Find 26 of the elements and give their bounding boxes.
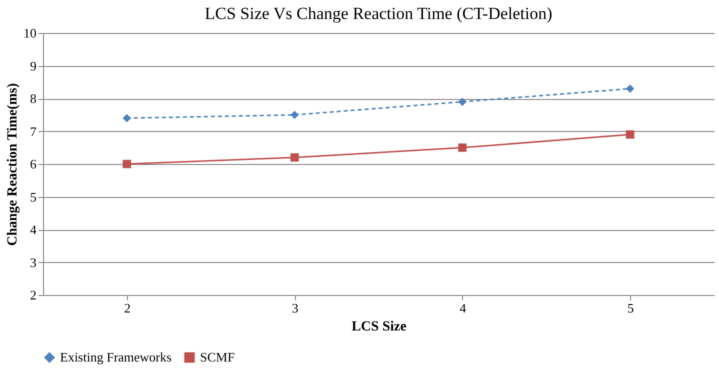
point: [290, 110, 299, 120]
legend-label: SCMF: [200, 350, 235, 365]
point: [290, 153, 299, 162]
point: [458, 143, 467, 152]
y-tick-label: 3: [30, 254, 36, 270]
legend-label: Existing Frameworks: [60, 350, 172, 365]
y-tick-label: 9: [30, 58, 36, 74]
x-tick-label: 3: [292, 300, 298, 316]
point: [122, 160, 132, 168]
y-tick-label: 8: [30, 91, 36, 106]
y-axis-title: Change Reaction Time(ms): [6, 82, 20, 246]
point: [122, 114, 132, 122]
y-tick-label: 2: [30, 288, 36, 302]
x-axis-title: LCS Size: [352, 320, 406, 334]
y-tick-label: 6: [30, 156, 37, 172]
y-tick-label: 7: [30, 124, 37, 139]
x-tick-label: 2: [124, 300, 131, 316]
point: [626, 130, 634, 139]
x-tick-label: 4: [460, 300, 467, 316]
chart-title: LCS Size Vs Change Reaction Time (CT-Deletion): [204, 4, 552, 23]
x-tick-label: 5: [627, 300, 634, 316]
point: [626, 84, 634, 93]
y-tick-label: 10: [24, 26, 36, 40]
y-tick-label: 4: [30, 222, 37, 237]
y-tick-label: 5: [30, 189, 36, 204]
point: [458, 98, 467, 106]
